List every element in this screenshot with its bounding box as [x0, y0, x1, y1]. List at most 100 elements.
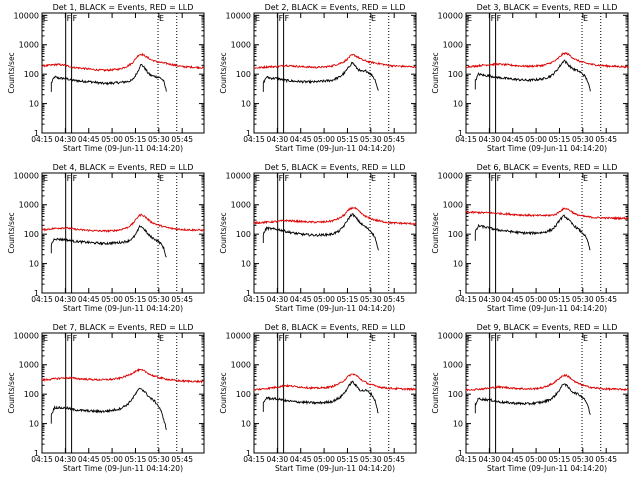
x-tick-label: 04:15 — [243, 295, 265, 304]
x-tick-label: 05:00 — [101, 455, 123, 464]
y-tick-label: 1 — [246, 129, 251, 138]
marker-label: E — [371, 334, 376, 343]
y-tick-label: 1 — [246, 449, 251, 458]
x-tick-label: 04:45 — [78, 455, 100, 464]
x-tick-label: 04:30 — [267, 455, 289, 464]
detector-panel-2: Det 2, BLACK = Events, RED = LLD F F E E 1 10 1… — [219, 3, 417, 153]
x-tick-label: 05:30 — [360, 455, 382, 464]
detector-panel-6: Det 6, BLACK = Events, RED = LLD F F E E 1 10 1… — [431, 163, 629, 313]
detector-panel-9: Det 9, BLACK = Events, RED = LLD F F E E 1 10 1… — [431, 323, 629, 473]
x-tick-label: 04:45 — [290, 135, 312, 144]
y-tick-label: 1000 — [231, 41, 251, 50]
plot-frame — [253, 172, 417, 294]
events-series-line — [474, 383, 591, 415]
marker-label: E — [371, 14, 376, 23]
x-axis-label: Start Time (09-Jun-11 04:14:20) — [487, 304, 607, 313]
marker-label: E — [255, 174, 260, 183]
y-tick-label: 10000 — [438, 331, 463, 340]
y-tick-label: 10000 — [14, 171, 39, 180]
x-tick-label: 05:00 — [101, 135, 123, 144]
x-tick-label: 05:00 — [525, 135, 547, 144]
y-tick-label: 10000 — [438, 171, 463, 180]
lld-series-line — [41, 52, 205, 73]
marker-label: E — [43, 334, 48, 343]
x-tick-label: 04:15 — [31, 135, 53, 144]
lld-series-line — [254, 206, 417, 226]
lld-series-line — [41, 368, 205, 384]
y-tick-label: 1 — [34, 129, 39, 138]
x-tick-label: 05:15 — [549, 295, 571, 304]
y-axis-label: Counts/sec — [431, 372, 440, 413]
x-tick-label: 04:45 — [78, 135, 100, 144]
y-tick-label: 1000 — [443, 201, 463, 210]
panel-title: Det 1, BLACK = Events, RED = LLD — [53, 3, 194, 12]
x-tick-label: 04:45 — [290, 295, 312, 304]
marker-label: E — [583, 174, 588, 183]
y-tick-label: 10 — [241, 100, 251, 109]
marker-label: F — [285, 14, 290, 23]
marker-label: F — [491, 14, 496, 23]
y-tick-label: 100 — [24, 390, 39, 399]
plot-frame — [41, 172, 205, 294]
y-tick-label: 10000 — [226, 331, 251, 340]
events-series-line — [50, 224, 167, 258]
x-axis-label: Start Time (09-Jun-11 04:14:20) — [487, 144, 607, 153]
y-axis-label: Counts/sec — [7, 52, 16, 93]
plot-frame — [253, 12, 417, 134]
y-tick-label: 100 — [448, 70, 463, 79]
marker-label: E — [371, 174, 376, 183]
marker-label: E — [255, 14, 260, 23]
marker-label: E — [43, 14, 48, 23]
marker-label: F — [497, 334, 502, 343]
y-tick-label: 100 — [236, 70, 251, 79]
plot-frame — [465, 332, 629, 454]
panel-title: Det 8, BLACK = Events, RED = LLD — [265, 323, 406, 332]
x-tick-label: 04:30 — [479, 135, 501, 144]
x-tick-label: 04:15 — [455, 455, 477, 464]
x-axis-label: Start Time (09-Jun-11 04:14:20) — [275, 144, 395, 153]
y-tick-label: 10000 — [226, 171, 251, 180]
x-tick-label: 05:30 — [572, 295, 594, 304]
marker-label: E — [467, 334, 472, 343]
x-tick-label: 04:30 — [55, 135, 77, 144]
x-tick-label: 05:15 — [337, 455, 359, 464]
y-tick-label: 10000 — [438, 11, 463, 20]
x-tick-label: 05:00 — [101, 295, 123, 304]
detector-panel-3: Det 3, BLACK = Events, RED = LLD F F E E 1 10 1… — [431, 3, 629, 153]
marker-label: E — [583, 14, 588, 23]
y-tick-label: 10 — [29, 100, 39, 109]
events-series-line — [50, 63, 167, 92]
events-series-line — [474, 214, 591, 251]
x-tick-label: 04:45 — [78, 295, 100, 304]
x-axis-label: Start Time (09-Jun-11 04:14:20) — [63, 144, 183, 153]
panel-title: Det 6, BLACK = Events, RED = LLD — [477, 163, 618, 172]
y-axis-label: Counts/sec — [219, 372, 228, 413]
x-tick-label: 05:15 — [549, 455, 571, 464]
marker-label: F — [67, 334, 72, 343]
panel-title: Det 7, BLACK = Events, RED = LLD — [53, 323, 194, 332]
marker-label: F — [497, 174, 502, 183]
y-tick-label: 100 — [236, 230, 251, 239]
x-tick-label: 04:30 — [267, 135, 289, 144]
plot-frame — [253, 332, 417, 454]
y-tick-label: 10 — [241, 260, 251, 269]
y-tick-label: 100 — [24, 230, 39, 239]
x-tick-label: 05:30 — [360, 135, 382, 144]
y-tick-label: 10000 — [14, 11, 39, 20]
x-tick-label: 04:30 — [55, 295, 77, 304]
lld-series-line — [465, 51, 629, 69]
x-tick-label: 05:00 — [525, 295, 547, 304]
y-tick-label: 1 — [34, 289, 39, 298]
y-tick-label: 10 — [29, 420, 39, 429]
y-tick-label: 1000 — [231, 201, 251, 210]
x-tick-label: 05:15 — [337, 135, 359, 144]
y-tick-label: 1 — [458, 289, 463, 298]
events-series-line — [50, 387, 167, 431]
detector-panel-4: Det 4, BLACK = Events, RED = LLD F F E E 1 10 1… — [7, 163, 205, 313]
y-tick-label: 10 — [29, 260, 39, 269]
marker-label: F — [73, 14, 78, 23]
y-axis-label: Counts/sec — [219, 52, 228, 93]
panel-title: Det 9, BLACK = Events, RED = LLD — [477, 323, 618, 332]
marker-label: E — [43, 174, 48, 183]
x-tick-label: 04:15 — [31, 455, 53, 464]
